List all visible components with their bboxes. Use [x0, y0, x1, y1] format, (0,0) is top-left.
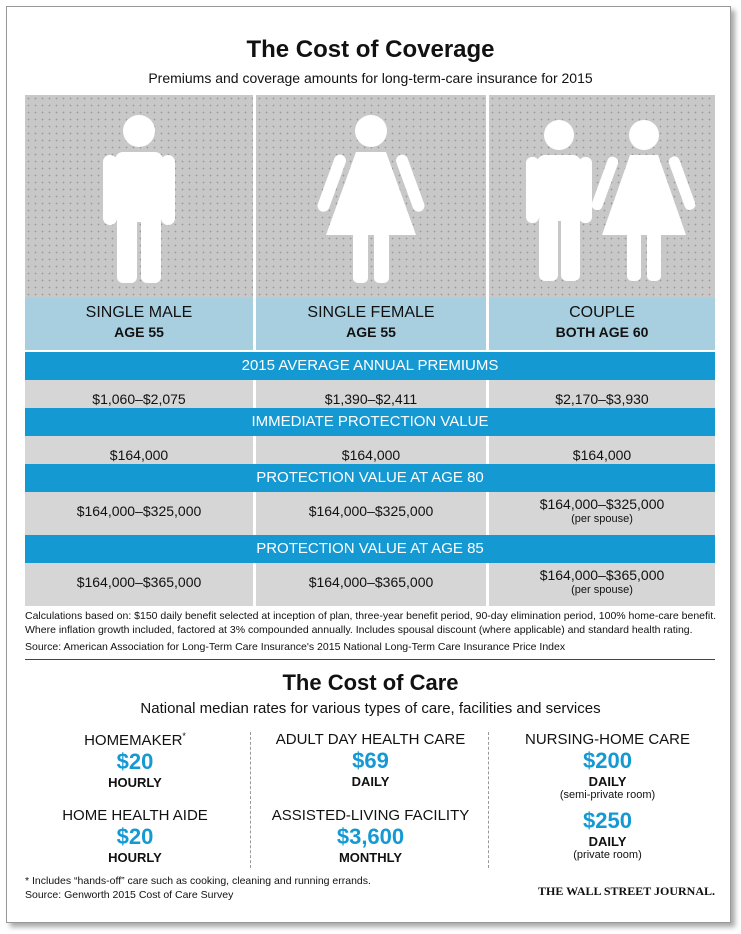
cell-note: (per spouse)	[571, 584, 633, 596]
table-cell: $164,000–$325,000	[25, 492, 253, 535]
care-price: $3,600	[336, 824, 405, 849]
cell-value: $1,060–$2,075	[92, 391, 186, 407]
column-label-couple: COUPLE BOTH AGE 60	[489, 298, 715, 350]
care-label: ADULT DAY HEALTH CARE	[275, 731, 466, 748]
column-label-single-male: SINGLE MALE AGE 55	[25, 298, 253, 350]
care-price: $200	[583, 748, 632, 773]
cell-value: $164,000–$365,000	[539, 567, 665, 583]
cell-value: $164,000–$365,000	[308, 574, 434, 590]
care-label: ASSISTED-LIVING FACILITY	[271, 807, 470, 824]
care-item-nursing-home-private: $250 DAILY (private room)	[495, 808, 720, 861]
care-price: $20	[116, 749, 154, 774]
care-unit: HOURLY	[108, 775, 162, 790]
wsj-credit: THE WALL STREET JOURNAL.	[538, 884, 715, 898]
column-label-single-female: SINGLE FEMALE AGE 55	[256, 298, 486, 350]
cell-value: $164,000–$325,000	[76, 503, 202, 519]
table-cell: $164,000–$365,000 (per spouse)	[489, 563, 715, 606]
column-age: BOTH AGE 60	[555, 324, 649, 340]
care-item-nursing-home-semi: NURSING-HOME CARE $200 DAILY (semi-priva…	[495, 731, 720, 801]
column-divider	[488, 732, 489, 868]
table-cell: $164,000–$365,000	[25, 563, 253, 606]
care-label: HOMEMAKER	[84, 732, 183, 749]
column-age: AGE 55	[346, 324, 396, 340]
couple-figure-icon	[489, 95, 715, 298]
care-price: $250	[583, 808, 632, 833]
cell-value: $164,000	[109, 447, 169, 463]
section-header-immediate: IMMEDIATE PROTECTION VALUE	[25, 408, 715, 436]
table-cell: $164,000–$325,000	[256, 492, 486, 535]
cell-value: $164,000	[572, 447, 632, 463]
column-label: SINGLE MALE	[85, 304, 193, 321]
care-label: NURSING-HOME CARE	[524, 731, 690, 748]
care-subtitle: National median rates for various types …	[140, 700, 601, 717]
cell-value: $1,390–$2,411	[324, 391, 418, 407]
care-source: Source: Genworth 2015 Cost of Care Surve…	[25, 889, 234, 901]
care-price: $69	[352, 748, 389, 773]
care-unit: DAILY	[588, 774, 627, 789]
section-header-age-85: PROTECTION VALUE AT AGE 85	[25, 535, 715, 563]
section-header-premiums: 2015 AVERAGE ANNUAL PREMIUMS	[25, 352, 715, 380]
cell-value: $164,000	[341, 447, 401, 463]
care-item-adult-day: ADULT DAY HEALTH CARE $69 DAILY	[258, 731, 483, 789]
calculation-note: Where inflation growth included, factore…	[25, 624, 693, 636]
table-cell: $164,000–$325,000 (per spouse)	[489, 492, 715, 535]
cell-value: $164,000–$325,000	[539, 496, 665, 512]
section-divider	[25, 659, 715, 660]
cell-value: $2,170–$3,930	[555, 391, 649, 407]
care-unit: HOURLY	[108, 850, 162, 865]
table-cell: $164,000–$365,000	[256, 563, 486, 606]
cell-note: (per spouse)	[571, 513, 633, 525]
cell-value: $164,000–$365,000	[76, 574, 202, 590]
column-age: AGE 55	[114, 324, 164, 340]
male-figure-icon	[25, 95, 253, 298]
care-label: HOME HEALTH AIDE	[62, 807, 208, 824]
column-label: COUPLE	[569, 304, 635, 321]
section-header-age-80: PROTECTION VALUE AT AGE 80	[25, 464, 715, 492]
footnote-marker: *	[182, 731, 186, 741]
care-title: The Cost of Care	[282, 670, 459, 695]
care-item-assisted-living: ASSISTED-LIVING FACILITY $3,600 MONTHLY	[258, 807, 483, 865]
source-note: Source: American Association for Long-Te…	[25, 641, 566, 653]
care-note: (private room)	[573, 849, 642, 861]
cell-value: $164,000–$325,000	[308, 503, 434, 519]
care-unit: MONTHLY	[338, 850, 403, 865]
care-unit: DAILY	[351, 774, 390, 789]
care-footnote: * Includes “hands-off” care such as cook…	[25, 875, 371, 887]
column-divider	[250, 732, 251, 868]
care-item-homemaker: HOMEMAKER* $20 HOURLY	[30, 731, 240, 790]
coverage-subtitle: Premiums and coverage amounts for long-t…	[148, 70, 593, 86]
calculation-note: Calculations based on: $150 daily benefi…	[25, 610, 717, 622]
care-unit: DAILY	[588, 834, 627, 849]
coverage-title: The Cost of Coverage	[246, 36, 495, 63]
care-price: $20	[116, 824, 154, 849]
care-item-home-health-aide: HOME HEALTH AIDE $20 HOURLY	[30, 807, 240, 865]
care-note: (semi-private room)	[559, 789, 656, 801]
column-label: SINGLE FEMALE	[307, 304, 435, 321]
female-figure-icon	[256, 95, 486, 298]
